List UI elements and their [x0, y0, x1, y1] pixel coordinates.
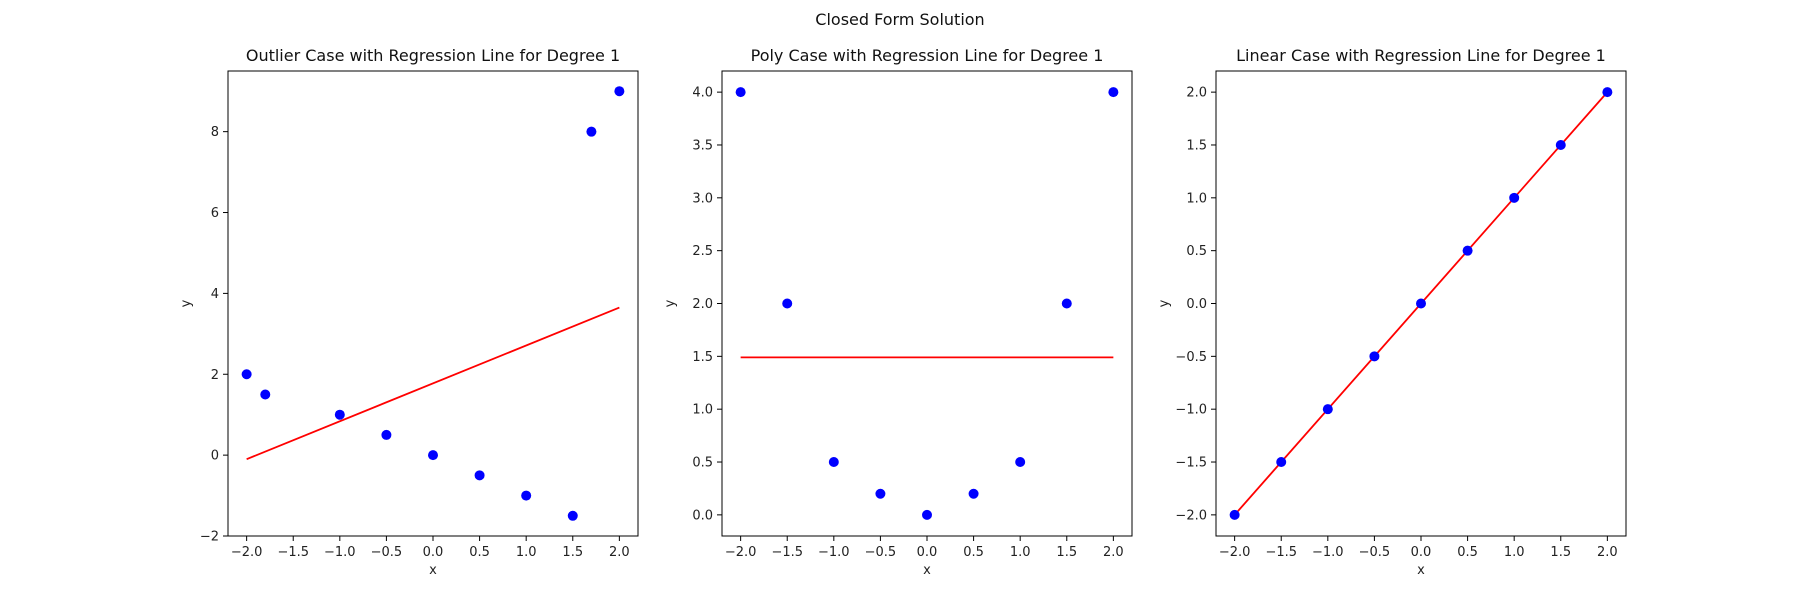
data-point — [260, 389, 271, 400]
data-point — [586, 126, 597, 137]
x-tick-label: 0.0 — [1411, 545, 1432, 560]
figure-suptitle: Closed Form Solution — [815, 10, 984, 29]
data-point — [241, 369, 252, 380]
y-tick-label: 0.0 — [692, 508, 713, 523]
x-tick-label: −2.0 — [1219, 545, 1251, 560]
data-point — [1229, 509, 1240, 520]
y-tick-label: 0.0 — [1186, 297, 1207, 312]
data-point — [474, 470, 485, 481]
x-tick-label: −1.0 — [324, 545, 356, 560]
y-tick-label: 4.0 — [692, 86, 713, 101]
y-tick-label: −0.5 — [1175, 350, 1207, 365]
y-tick-label: −1.0 — [1175, 403, 1207, 418]
y-tick-label: 1.0 — [692, 403, 713, 418]
x-axis-label: x — [1417, 563, 1425, 578]
data-point — [922, 509, 932, 520]
y-tick-label: 0.5 — [1186, 244, 1207, 259]
x-tick-label: −1.0 — [1312, 545, 1344, 560]
x-tick-label: 2.0 — [1103, 545, 1124, 560]
x-tick-label: 0.0 — [917, 545, 938, 560]
y-tick-label: 1.5 — [692, 350, 713, 365]
data-point — [968, 488, 979, 499]
x-tick-label: −2.0 — [231, 545, 263, 560]
x-tick-label: 1.0 — [1504, 545, 1525, 560]
x-tick-label: −1.5 — [1265, 545, 1297, 560]
data-point — [875, 488, 886, 499]
data-point — [1602, 87, 1613, 98]
y-tick-label: 4 — [211, 287, 219, 302]
data-point — [381, 429, 392, 440]
x-tick-label: −1.5 — [771, 545, 803, 560]
x-tick-label: 1.5 — [1056, 545, 1077, 560]
data-point — [1108, 87, 1119, 98]
x-tick-label: 1.0 — [1010, 545, 1031, 560]
x-tick-label: −0.5 — [371, 545, 403, 560]
y-tick-label: −2.0 — [1175, 508, 1207, 523]
data-point — [1369, 351, 1380, 362]
y-tick-label: 2.0 — [1186, 86, 1207, 101]
x-tick-label: −0.5 — [1359, 545, 1391, 560]
subplots-container: Outlier Case with Regression Line for De… — [179, 46, 1627, 578]
y-tick-label: 2.0 — [692, 297, 713, 312]
y-tick-label: 1.5 — [1186, 138, 1207, 153]
y-tick-label: 3.0 — [692, 191, 713, 206]
x-tick-label: −0.5 — [865, 545, 897, 560]
data-point — [1276, 457, 1287, 468]
x-tick-label: 0.5 — [963, 545, 984, 560]
x-tick-label: −2.0 — [725, 545, 757, 560]
x-tick-label: 1.0 — [516, 545, 537, 560]
data-point — [1061, 298, 1072, 309]
plot-frame — [721, 70, 1133, 537]
y-tick-label: 1.0 — [1186, 191, 1207, 206]
data-point — [1015, 457, 1026, 468]
regression-line — [246, 306, 620, 461]
data-point — [567, 510, 578, 521]
y-axis-label: y — [1157, 299, 1172, 307]
x-axis-label: x — [923, 563, 931, 578]
y-tick-label: 0.5 — [692, 456, 713, 471]
y-tick-label: 3.5 — [692, 138, 713, 153]
data-point — [782, 298, 793, 309]
data-point — [1555, 139, 1566, 150]
y-tick-label: −2 — [200, 530, 219, 545]
x-tick-label: −1.0 — [818, 545, 850, 560]
y-axis-label: y — [663, 299, 678, 307]
data-point — [828, 457, 839, 468]
x-tick-label: 1.5 — [1550, 545, 1571, 560]
x-tick-label: 0.5 — [1457, 545, 1478, 560]
subplot-1: Outlier Case with Regression Line for De… — [179, 46, 639, 578]
data-point — [521, 490, 532, 501]
data-point — [1462, 245, 1473, 256]
subplot-title: Poly Case with Regression Line for Degre… — [751, 46, 1104, 65]
plot-frame — [227, 70, 639, 537]
x-tick-label: 0.0 — [423, 545, 444, 560]
plot-frame — [1215, 70, 1627, 537]
x-axis-label: x — [429, 563, 437, 578]
data-point — [614, 86, 625, 97]
subplot-3: Linear Case with Regression Line for Deg… — [1157, 46, 1627, 578]
subplot-2: Poly Case with Regression Line for Degre… — [663, 46, 1133, 578]
data-point — [1322, 404, 1333, 415]
y-tick-label: 8 — [211, 125, 219, 140]
x-tick-label: −1.5 — [277, 545, 309, 560]
data-point — [735, 87, 746, 98]
y-tick-label: −1.5 — [1175, 456, 1207, 471]
x-tick-label: 2.0 — [609, 545, 630, 560]
subplot-title: Linear Case with Regression Line for Deg… — [1236, 46, 1606, 65]
y-tick-label: 2 — [211, 368, 219, 383]
x-tick-label: 2.0 — [1597, 545, 1618, 560]
y-tick-label: 2.5 — [692, 244, 713, 259]
x-tick-label: 1.5 — [562, 545, 583, 560]
data-point — [334, 409, 345, 420]
y-axis-label: y — [179, 299, 194, 307]
y-tick-label: 6 — [211, 206, 219, 221]
x-tick-label: 0.5 — [469, 545, 490, 560]
data-point — [1509, 192, 1520, 203]
data-point — [1416, 298, 1426, 309]
subplot-title: Outlier Case with Regression Line for De… — [246, 46, 620, 65]
y-tick-label: 0 — [211, 449, 219, 464]
data-point — [428, 450, 438, 461]
